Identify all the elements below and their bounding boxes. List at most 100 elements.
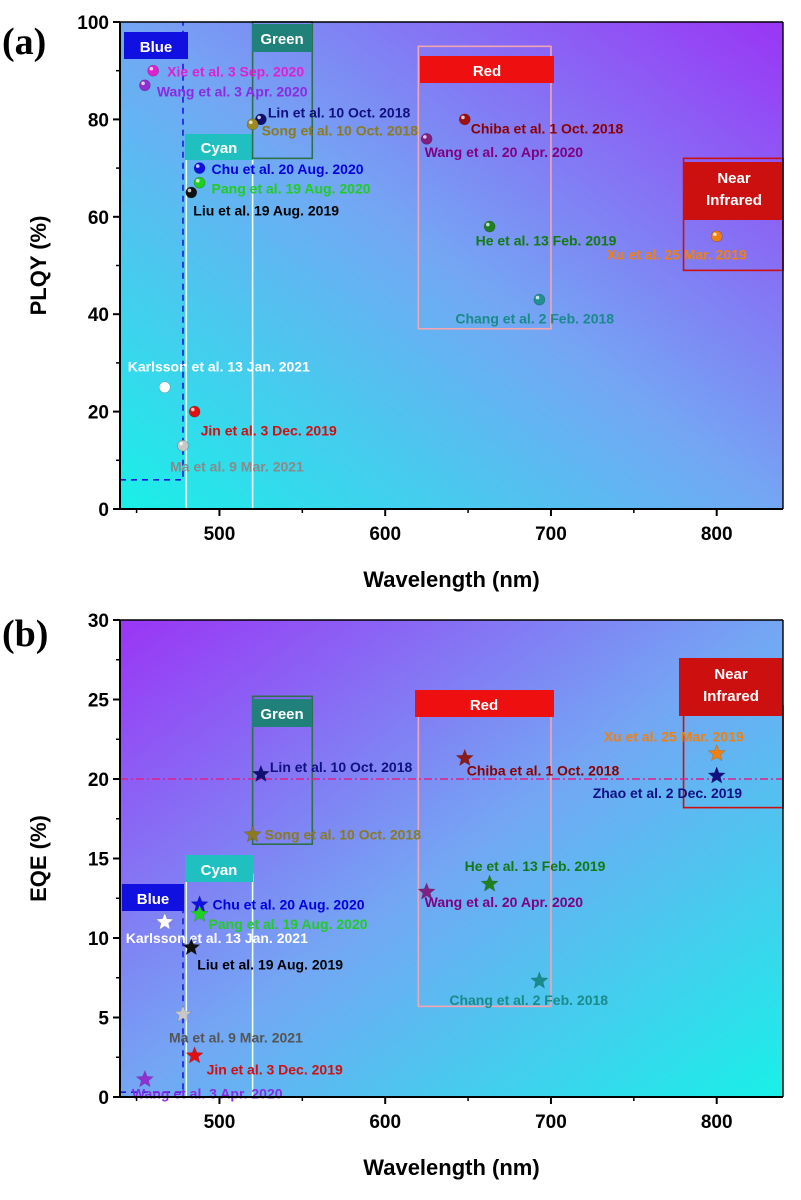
data-point-sphere	[193, 162, 206, 174]
data-point-star	[707, 743, 726, 762]
y-tick-label: 100	[77, 13, 109, 34]
data-label: Pang et al. 19 Aug. 2020	[212, 181, 371, 197]
data-label: Jin et al. 3 Dec. 2019	[201, 423, 337, 439]
data-label: He et al. 13 Feb. 2019	[465, 858, 606, 874]
data-label: Xie et al. 3 Sep. 2020	[167, 64, 304, 80]
region-near-infrared-tag	[679, 658, 783, 716]
data-point-sphere	[533, 293, 546, 306]
region-red-outline	[417, 45, 552, 330]
data-point-star	[530, 971, 549, 989]
region-cyan-label: Cyan	[201, 862, 238, 879]
region-green-tag	[252, 24, 312, 52]
data-point-star	[185, 1046, 204, 1064]
region-green-label: Green	[260, 31, 303, 48]
region-near-infrared-label: Near	[714, 666, 748, 683]
data-point-star	[417, 882, 436, 900]
region-blue-tag	[124, 32, 188, 59]
region-near-infrared-tag	[684, 162, 783, 220]
data-point-sphere	[710, 230, 723, 243]
data-point-sphere-highlight	[187, 188, 192, 193]
region-cyan-tag	[185, 134, 253, 160]
data-point-sphere-highlight	[486, 222, 490, 227]
y-tick-label: 20	[88, 770, 109, 791]
data-label: He et al. 13 Feb. 2019	[476, 233, 617, 249]
data-point-sphere	[147, 64, 159, 77]
plot-background	[120, 22, 783, 509]
data-point-sphere-body	[458, 113, 471, 126]
data-point-sphere	[185, 186, 198, 199]
data-point-star	[251, 764, 271, 783]
data-point-star	[243, 824, 262, 843]
panel-letter: (b)	[2, 613, 48, 655]
data-label: Ma et al. 9 Mar. 2021	[169, 1029, 303, 1045]
x-tick-label: 600	[369, 524, 401, 545]
data-point-sphere	[458, 113, 471, 126]
data-point-sphere-highlight	[195, 178, 200, 183]
data-label: Lin et al. 10 Oct. 2018	[270, 759, 413, 775]
region-green-label: Green	[260, 706, 303, 723]
data-point-sphere-highlight	[249, 120, 253, 125]
x-tick-label: 500	[204, 1112, 236, 1133]
data-point-sphere	[255, 113, 267, 126]
data-point-sphere-body	[193, 162, 206, 174]
panel-a-chart: Blue Cyan Green Red Near Infrared Xie et al. 3…	[2, 13, 784, 592]
x-tick-label: 700	[535, 524, 567, 545]
data-point-sphere-body	[188, 405, 201, 418]
data-point-sphere-highlight	[535, 295, 540, 300]
data-point-sphere-highlight	[195, 164, 200, 168]
data-point-sphere-body	[193, 176, 206, 189]
data-label: Song et al. 10 Oct. 2018	[265, 827, 422, 843]
region-blue-label: Blue	[137, 891, 170, 908]
region-red-tag	[415, 690, 554, 717]
data-point-sphere-highlight	[461, 115, 465, 120]
region-blue-label: Blue	[140, 39, 173, 56]
data-label: Ma et al. 9 Mar. 2021	[170, 459, 304, 475]
data-point-star	[182, 937, 201, 956]
region-blue-outline	[120, 903, 184, 1094]
data-point-star	[155, 912, 174, 930]
data-point-sphere-body	[483, 220, 496, 233]
region-blue-outline	[120, 22, 184, 481]
data-label: Wang et al. 20 Apr. 2020	[425, 894, 584, 910]
data-point-sphere	[139, 79, 151, 92]
y-tick-label: 0	[98, 500, 109, 521]
data-point-star	[707, 766, 726, 784]
y-tick-label: 15	[88, 850, 110, 871]
y-tick-label: 30	[88, 611, 109, 632]
data-point-sphere-body	[710, 230, 723, 243]
data-label: Jin et al. 3 Dec. 2019	[207, 1062, 343, 1078]
region-red-label: Red	[470, 697, 498, 714]
panel-b-chart: Blue Cyan Green Red Near Infrared Lin et al. 1…	[2, 611, 784, 1180]
data-label: Liu et al. 19 Aug. 2019	[197, 957, 343, 973]
data-point-sphere	[158, 381, 171, 394]
data-label: Chiba et al. 1 Oct. 2018	[471, 120, 624, 136]
data-label: Chang et al. 2 Feb. 2018	[449, 992, 608, 1008]
data-point-sphere-highlight	[179, 441, 183, 446]
data-label: Liu et al. 19 Aug. 2019	[193, 202, 339, 218]
data-label: Zhao et al. 2 Dec. 2019	[593, 785, 743, 801]
region-cyan-label: Cyan	[201, 140, 238, 157]
region-near-infrared-label: Near	[717, 170, 751, 187]
data-point-sphere-body	[533, 293, 546, 306]
data-point-sphere-highlight	[423, 135, 427, 139]
data-point-sphere-body	[139, 79, 151, 92]
y-tick-label: 20	[88, 403, 109, 424]
y-tick-label: 80	[88, 110, 109, 131]
region-green-outline	[251, 695, 314, 845]
data-point-sphere-body	[177, 439, 189, 452]
data-point-sphere	[177, 439, 189, 452]
y-tick-label: 5	[98, 1009, 109, 1030]
data-point-sphere-highlight	[713, 232, 717, 237]
data-point-sphere	[193, 176, 206, 189]
region-near-infrared-label: Infrared	[706, 192, 762, 209]
data-point-sphere	[246, 118, 259, 131]
data-point-sphere-body	[158, 381, 171, 394]
data-point-sphere	[420, 133, 433, 145]
data-label: Wang et al. 3 Apr. 2020	[132, 1086, 283, 1102]
y-tick-label: 40	[88, 305, 109, 326]
x-tick-label: 800	[701, 524, 733, 545]
data-label: Wang et al. 20 Apr. 2020	[425, 144, 584, 160]
data-point-star	[135, 1069, 155, 1088]
data-point-sphere-highlight	[149, 66, 154, 71]
